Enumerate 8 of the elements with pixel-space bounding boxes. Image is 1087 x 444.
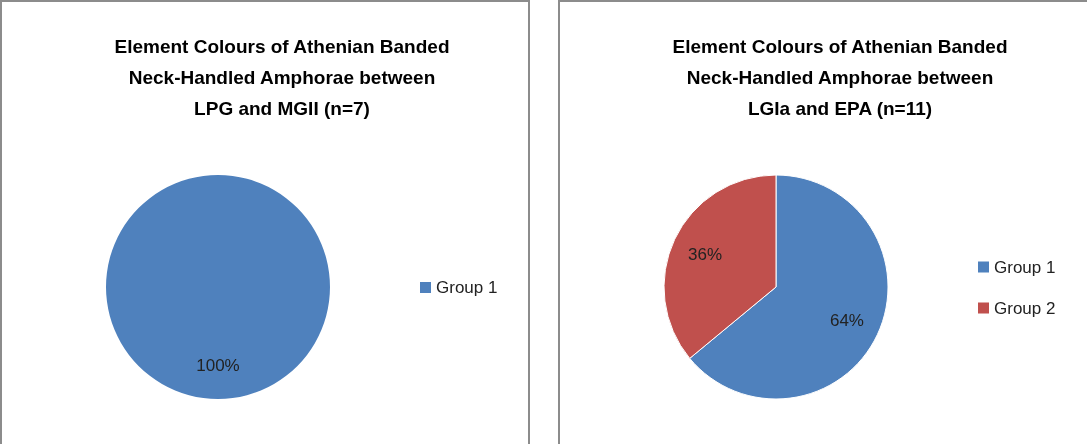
data-label: 100% [196,356,240,376]
legend-label: Group 2 [994,298,1056,318]
chart-title: Element Colours of Athenian Banded Neck-Handled Amphorae between LGIa and EPA (n=11) [672,36,1008,119]
data-label: 64% [829,311,864,331]
legend-label: Group 1 [436,278,498,297]
data-label: 36% [688,244,723,264]
legend-label: Group 1 [994,257,1056,277]
chart-title: Element Colours of Athenian Banded Neck-Handled Amphorae between LPG and MGII (n=7) [114,36,450,119]
